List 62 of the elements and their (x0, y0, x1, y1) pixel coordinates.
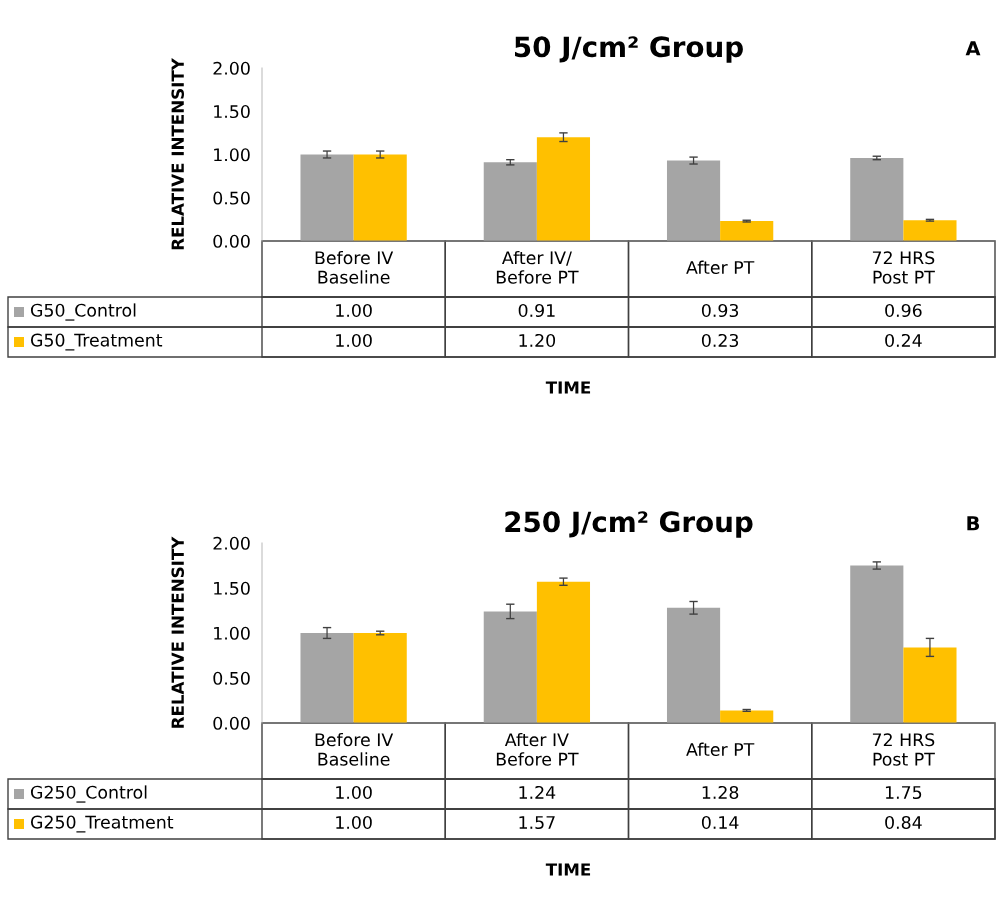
text: B (967, 516, 980, 531)
bar (300, 154, 354, 241)
legend-label: G50_Treatment (30, 333, 163, 351)
data-label: 1.00 (336, 815, 372, 830)
bar (666, 160, 721, 241)
y-tick-label: 0.50 (213, 671, 250, 685)
data-label: 0.91 (518, 303, 555, 318)
data-label: 0.23 (701, 333, 739, 348)
bar (850, 157, 904, 241)
data-label: 1.00 (336, 785, 372, 800)
data-label: 1.24 (519, 785, 556, 799)
y-tick-label: 0.00 (213, 234, 250, 248)
y-tick-label: 1.00 (214, 148, 250, 162)
x-tick-label: 72 HRS Post PT (872, 733, 935, 766)
legend-label: G250_Treatment (30, 815, 174, 833)
y-tick-label: 0.50 (213, 191, 250, 205)
data-label: 1.28 (702, 785, 739, 800)
bar (720, 221, 774, 241)
x-tick-label: 72 HRS Post PT (872, 251, 935, 284)
data-label: 0.14 (701, 815, 739, 830)
bar (720, 710, 774, 723)
y-tick-label: 2.00 (213, 536, 250, 550)
y-tick-label: 1.00 (214, 626, 250, 640)
chart-title: 250 J/cm² Group (505, 511, 753, 538)
y-axis-title: RELATIVE INTENSITY (171, 536, 184, 728)
bar (903, 220, 957, 241)
bar (353, 154, 407, 241)
bar (536, 137, 591, 241)
bar (483, 611, 537, 723)
chart-title: 50 J/cm² Group (515, 36, 743, 63)
x-tick-label: After PT (686, 742, 755, 757)
bar (850, 565, 904, 723)
data-label: 1.75 (885, 786, 922, 800)
y-tick-label: 1.50 (214, 581, 250, 595)
x-tick-label: After PT (686, 260, 755, 275)
data-label: 0.96 (885, 303, 922, 318)
y-tick-label: 2.00 (213, 61, 250, 75)
x-tick-label: After IV/ Before PT (496, 250, 579, 284)
bar (903, 647, 957, 723)
legend-label: G250_Control (30, 785, 147, 803)
y-tick-label: 0.00 (213, 716, 250, 730)
legend-label: G50_Control (30, 303, 136, 321)
data-label: 0.24 (885, 333, 922, 348)
y-axis-title: RELATIVE INTENSITY (171, 58, 184, 250)
bar (666, 607, 721, 723)
x-axis-title: TIME (545, 381, 591, 394)
x-tick-label: Before IV Baseline (315, 732, 394, 766)
data-label: 0.84 (885, 815, 922, 830)
data-label: 1.20 (519, 333, 556, 348)
data-label: 1.00 (336, 333, 372, 348)
data-label: 0.93 (701, 303, 739, 318)
x-axis-title: TIME (545, 863, 591, 876)
y-tick-label: 1.50 (214, 104, 250, 119)
x-tick-label: Before IV Baseline (315, 250, 394, 284)
x-tick-label: After IV Before PT (496, 732, 579, 766)
bar (300, 633, 354, 723)
data-label: 1.57 (519, 816, 555, 830)
bar (483, 162, 537, 241)
bar (353, 633, 407, 723)
text: A (965, 41, 981, 56)
data-label: 1.00 (336, 303, 372, 318)
bar (536, 581, 591, 723)
